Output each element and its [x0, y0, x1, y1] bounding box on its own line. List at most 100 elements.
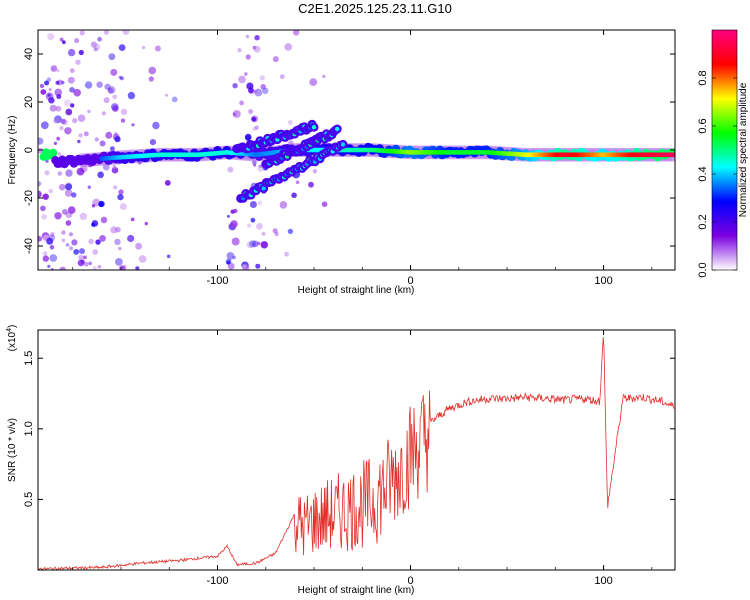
noise-point: [91, 222, 96, 227]
noise-point: [112, 133, 120, 141]
noise-point: [119, 76, 124, 81]
noise-point: [166, 254, 171, 259]
noise-point: [279, 201, 288, 209]
noise-point: [252, 240, 259, 248]
noise-point: [96, 81, 103, 88]
noise-point: [94, 137, 99, 142]
noise-point: [272, 228, 278, 234]
noise-point: [115, 258, 123, 266]
noise-point: [61, 238, 66, 243]
noise-point: [248, 109, 254, 114]
noise-point: [50, 65, 58, 72]
noise-point: [257, 200, 263, 206]
noise-point: [77, 259, 85, 267]
noise-point: [274, 232, 279, 237]
noise-point: [77, 114, 86, 122]
noise-point: [65, 183, 73, 191]
noise-point: [99, 140, 106, 147]
x-tick-label: 0: [407, 275, 413, 287]
noise-point: [254, 35, 260, 41]
colorbar-label: Normalized spectral amplitude: [738, 82, 749, 217]
noise-point: [99, 235, 106, 242]
branch-point: [261, 186, 266, 191]
noise-point: [284, 251, 289, 257]
noise-point: [59, 266, 66, 270]
noise-point: [78, 133, 83, 138]
noise-point: [87, 109, 91, 114]
noise-point: [87, 185, 92, 189]
noise-point: [50, 232, 55, 237]
noise-point: [69, 87, 75, 93]
noise-point: [127, 234, 135, 243]
noise-point: [250, 217, 256, 223]
branch-point: [311, 125, 317, 130]
noise-point: [64, 127, 72, 135]
noise-point: [53, 141, 58, 145]
noise-point: [119, 203, 127, 210]
noise-point: [75, 59, 81, 65]
noise-point: [165, 93, 168, 97]
noise-point: [65, 169, 73, 177]
noise-point: [107, 87, 114, 94]
noise-point: [237, 48, 242, 53]
noise-point: [226, 214, 230, 218]
snr-x-ticks: -100 0 100: [72, 330, 653, 587]
noise-point: [46, 77, 52, 82]
noise-point: [287, 228, 294, 235]
noise-point: [83, 261, 89, 267]
noise-point: [245, 54, 251, 60]
noise-point: [230, 220, 238, 228]
noise-point: [288, 140, 294, 146]
noise-point: [83, 255, 87, 260]
noise-point: [57, 152, 62, 156]
noise-point: [119, 265, 125, 270]
noise-point: [95, 239, 101, 245]
y-tick-label: 0: [23, 147, 35, 153]
noise-point: [73, 88, 81, 97]
noise-point: [47, 264, 51, 268]
noise-point: [105, 131, 113, 139]
noise-point: [56, 69, 60, 73]
noise-point: [38, 190, 42, 198]
noise-point: [46, 237, 54, 245]
noise-point: [92, 266, 97, 270]
noise-point: [308, 181, 314, 188]
colorbar-frame: [711, 29, 738, 271]
noise-point: [144, 221, 148, 226]
noise-point: [59, 37, 64, 42]
noise-point: [249, 240, 257, 248]
noise-point: [79, 248, 85, 255]
noise-point: [47, 93, 51, 97]
noise-point: [117, 193, 124, 201]
noise-point: [148, 76, 154, 82]
noise-point: [118, 189, 124, 195]
noise-point: [71, 192, 77, 198]
noise-point: [49, 104, 57, 112]
noise-point: [48, 97, 55, 104]
noise-point: [110, 226, 118, 234]
noise-point: [72, 118, 78, 124]
noise-point: [63, 99, 72, 107]
noise-point: [231, 237, 240, 246]
noise-point: [113, 185, 118, 190]
noise-point: [67, 76, 75, 84]
noise-point: [115, 226, 121, 233]
noise-point: [67, 48, 76, 57]
noise-point: [49, 254, 58, 262]
noise-point: [42, 193, 49, 200]
noise-point: [92, 249, 99, 256]
noise-point: [259, 164, 263, 168]
noise-point: [227, 166, 234, 173]
noise-point: [119, 265, 127, 270]
noise-point: [130, 217, 135, 222]
noise-point: [135, 242, 143, 250]
noise-point: [260, 84, 267, 90]
y-tick-label: -40: [23, 238, 35, 254]
colorbar-tick-label: 0.0: [697, 262, 709, 277]
noise-point: [287, 120, 293, 125]
noise-point: [322, 74, 326, 78]
noise-point: [64, 189, 73, 197]
noise-point: [100, 216, 108, 224]
noise-point: [71, 239, 78, 246]
spectrogram-x-axis-title: Height of straight line (km): [298, 285, 415, 296]
